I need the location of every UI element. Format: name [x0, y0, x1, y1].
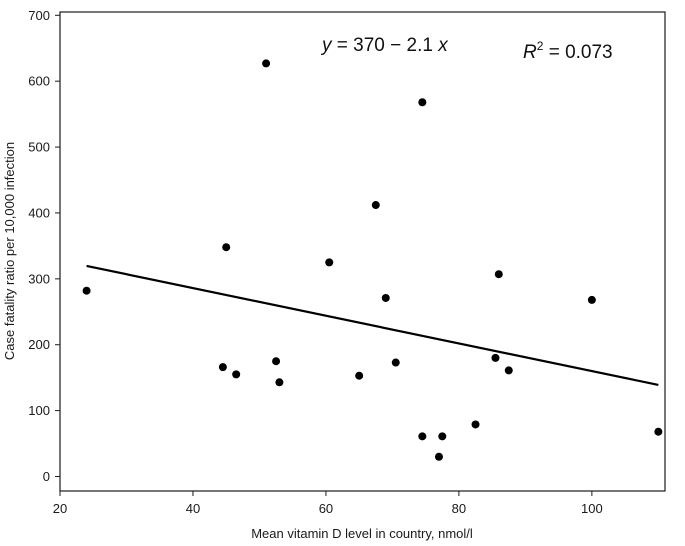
data-point	[654, 427, 663, 436]
y-tick-label: 0	[43, 469, 50, 484]
data-point	[494, 270, 503, 279]
data-point	[418, 98, 427, 107]
equation-y-symbol: y	[320, 35, 333, 56]
regression-equation: y = 370 − 2.1 x	[320, 35, 449, 56]
equation-x-symbol: x	[437, 35, 449, 56]
data-point	[272, 357, 281, 366]
r-squared-symbol: R	[523, 42, 537, 63]
r-squared-annotation: R2 = 0.073	[523, 39, 613, 63]
y-tick-label: 700	[28, 8, 50, 23]
r-squared-value: = 0.073	[543, 42, 612, 63]
data-point	[391, 358, 400, 367]
x-axis: 20 40 60 80 100	[53, 491, 603, 516]
data-point	[218, 363, 227, 372]
data-point	[471, 420, 480, 429]
data-points	[82, 59, 663, 461]
data-point	[438, 432, 447, 441]
data-point	[491, 353, 500, 362]
data-point	[82, 286, 91, 295]
y-tick-label: 600	[28, 74, 50, 89]
x-axis-title: Mean vitamin D level in country, nmol/l	[251, 526, 473, 541]
y-axis-title: Case fatality ratio per 10,000 infection	[2, 142, 17, 360]
y-tick-label: 400	[28, 205, 50, 220]
data-point	[262, 59, 271, 68]
data-point	[434, 452, 443, 461]
plot-area-frame	[59, 11, 666, 492]
data-point	[418, 432, 427, 441]
regression-line	[86, 264, 659, 386]
x-tick-label: 80	[452, 501, 466, 516]
x-tick-label: 40	[186, 501, 200, 516]
y-tick-label: 200	[28, 337, 50, 352]
data-point	[222, 243, 231, 252]
x-tick-label: 20	[53, 501, 67, 516]
data-point	[232, 370, 241, 379]
data-point	[355, 371, 364, 380]
data-point	[371, 201, 380, 210]
data-point	[587, 295, 596, 304]
y-tick-label: 500	[28, 140, 50, 155]
data-point	[504, 366, 513, 375]
x-tick-label: 60	[319, 501, 333, 516]
r-squared-superscript: 2	[537, 39, 544, 53]
y-tick-label: 100	[28, 403, 50, 418]
data-point	[381, 293, 390, 302]
equation-body: = 370 − 2.1	[332, 35, 439, 56]
y-axis: 0 100 200 300 400 500 600 700	[28, 8, 60, 484]
x-tick-label: 100	[581, 501, 603, 516]
data-point	[275, 378, 284, 387]
y-tick-label: 300	[28, 271, 50, 286]
data-point	[325, 258, 334, 267]
